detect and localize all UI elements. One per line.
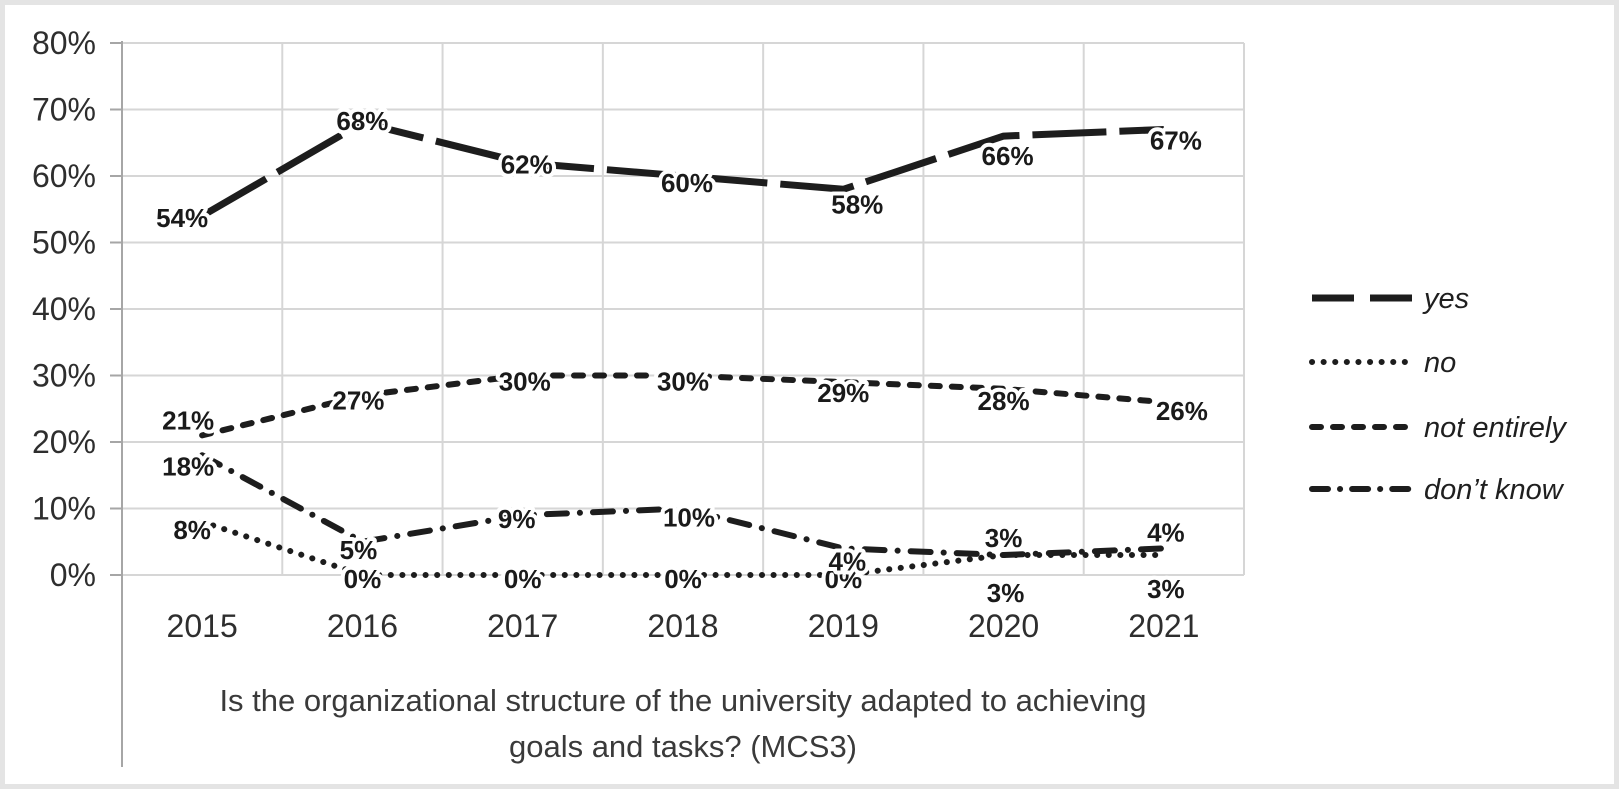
y-tick-label: 20%	[32, 424, 96, 460]
x-axis-year-labels: 2015 2016 2017 2018 2019 2020 2021	[167, 608, 1200, 644]
x-year-label: 2019	[808, 608, 879, 644]
data-label: 26%	[1156, 396, 1208, 426]
x-year-label: 2021	[1128, 608, 1199, 644]
chart-axis-title: Is the organizational structure of the u…	[219, 683, 1146, 764]
x-year-label: 2020	[968, 608, 1039, 644]
data-label: 27%	[332, 385, 384, 415]
gridlines	[121, 42, 1245, 576]
data-label: 21%	[162, 405, 214, 435]
y-tick-label: 70%	[32, 92, 96, 128]
chart-title-line-2: goals and tasks? (MCS3)	[509, 729, 857, 764]
data-label: 10%	[663, 503, 715, 533]
data-label: 60%	[661, 168, 713, 198]
data-label: 58%	[831, 189, 883, 219]
chart-legend: yes no not entirely don’t know	[1309, 283, 1567, 506]
data-label: 4%	[828, 546, 866, 576]
data-label: 28%	[978, 386, 1030, 416]
data-label: 0%	[504, 564, 542, 594]
legend-label: not entirely	[1424, 412, 1567, 444]
y-tick-label: 40%	[32, 291, 96, 327]
series-line-long-dash	[200, 119, 1165, 219]
data-series-lines	[199, 119, 1167, 578]
chart-title-line-1: Is the organizational structure of the u…	[219, 683, 1146, 718]
legend-label: yes	[1422, 283, 1469, 315]
data-label: 29%	[817, 378, 869, 408]
data-label: 9%	[498, 504, 536, 534]
data-label: 3%	[987, 578, 1025, 608]
x-year-label: 2018	[647, 608, 718, 644]
y-tick-label: 0%	[50, 557, 96, 593]
data-label: 54%	[156, 203, 208, 233]
data-label: 62%	[501, 150, 553, 180]
axes	[110, 41, 123, 767]
x-year-label: 2016	[327, 608, 398, 644]
legend-label: no	[1424, 347, 1456, 379]
y-axis-tick-labels: 0% 10% 20% 30% 40% 50% 60% 70% 80%	[32, 25, 96, 593]
data-label: 66%	[982, 141, 1034, 171]
series-line-dash-dot	[199, 452, 1167, 559]
data-label: 30%	[657, 367, 709, 397]
y-tick-label: 60%	[32, 158, 96, 194]
data-label: 30%	[499, 367, 551, 397]
data-label: 67%	[1150, 125, 1202, 155]
x-year-label: 2017	[487, 608, 558, 644]
y-tick-label: 80%	[32, 25, 96, 61]
data-label: 4%	[1147, 517, 1185, 547]
data-label: 68%	[336, 106, 388, 136]
y-tick-label: 30%	[32, 358, 96, 394]
data-label: 0%	[824, 564, 862, 594]
data-label: 8%	[173, 515, 211, 545]
x-year-label: 2015	[167, 608, 238, 644]
legend-label: don’t know	[1424, 474, 1565, 506]
y-tick-label: 50%	[32, 225, 96, 261]
data-label: 3%	[985, 523, 1023, 553]
data-label: 3%	[1147, 574, 1185, 604]
data-label: 0%	[664, 564, 702, 594]
data-point-labels: 54% 68% 62% 60% 58% 66% 67% 8% 0% 0% 0% 0% 3% 3% 21% 27…	[152, 102, 1212, 612]
y-tick-label: 10%	[32, 491, 96, 527]
series-line-dash	[199, 372, 1167, 439]
data-label: 0%	[344, 564, 382, 594]
data-label: 5%	[340, 535, 378, 565]
data-label: 18%	[162, 451, 214, 481]
